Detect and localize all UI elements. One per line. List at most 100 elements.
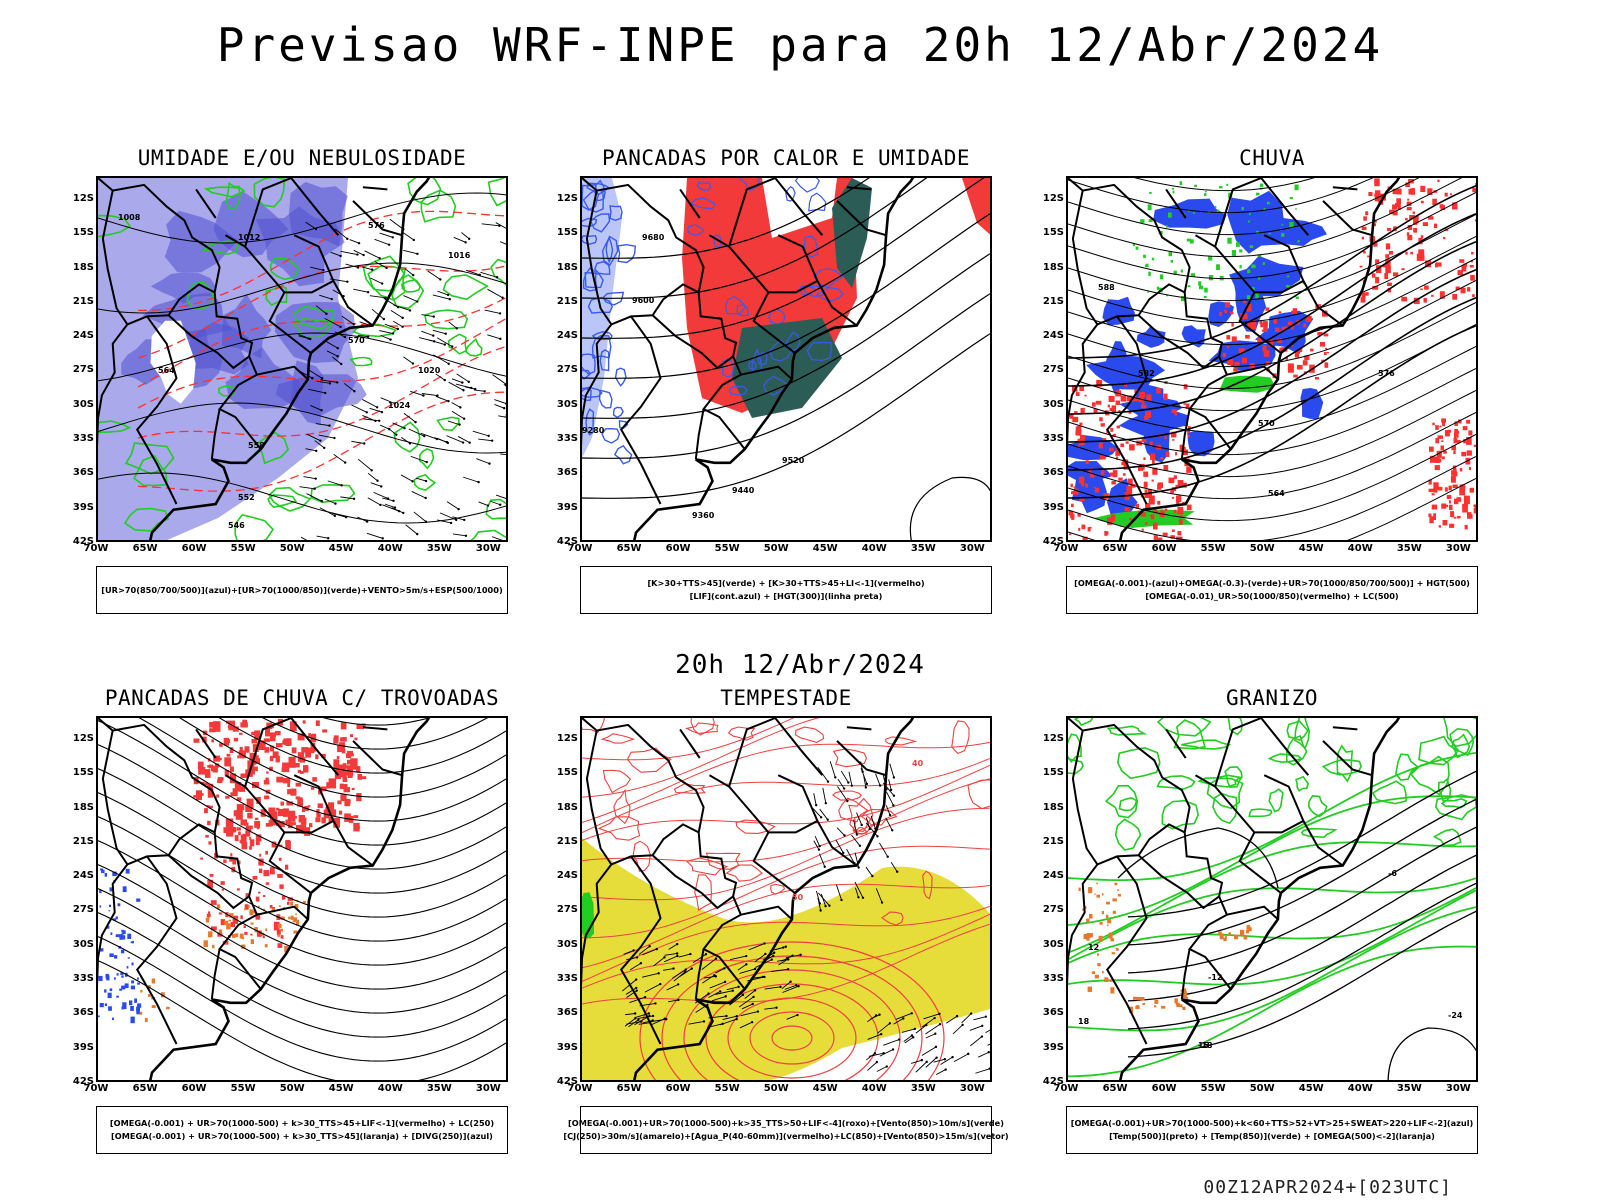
- lat-tick-label: 30S: [1042, 938, 1064, 950]
- mid-date: 20h 12/Abr/2024: [675, 650, 925, 680]
- panel-umidade-e-ou-nebulosidade-title: UMIDADE E/OU NEBULOSIDADE: [137, 146, 467, 170]
- contour-label: 576: [1378, 369, 1395, 378]
- lon-tick-label: 30W: [959, 1083, 985, 1094]
- lat-tick-label: 12S: [1042, 192, 1064, 204]
- lat-tick-label: 15S: [72, 767, 94, 779]
- lon-tick-label: 30W: [475, 543, 501, 554]
- lat-tick-label: 27S: [556, 904, 578, 916]
- lon-tick-label: 35W: [1396, 1083, 1422, 1094]
- lon-tick-label: 50W: [763, 543, 789, 554]
- lat-tick-label: 27S: [556, 364, 578, 376]
- hail-orange-dots: [1078, 882, 1121, 994]
- coastline-and-borders: [582, 178, 915, 540]
- lat-tick-label: 15S: [556, 767, 578, 779]
- lat-tick-label: 24S: [556, 330, 578, 342]
- lon-tick-label: 60W: [665, 543, 691, 554]
- legend-line: [UR>70(850/700/500)](azul)+[UR>70(1000/8…: [101, 584, 503, 595]
- lat-tick-label: 30S: [556, 938, 578, 950]
- lat-tick-label: 42S: [1042, 536, 1064, 547]
- lon-tick-label: 55W: [230, 1083, 256, 1094]
- temperature-labels: -6 -12 -18 -24 12 15 18: [1078, 869, 1463, 1050]
- lon-tick-label: 60W: [665, 1083, 691, 1094]
- contour-label: 12: [1088, 943, 1099, 952]
- lat-tick-label: 24S: [72, 330, 94, 342]
- contour-label: 564: [1268, 489, 1285, 498]
- lon-tick-label: 45W: [812, 1083, 838, 1094]
- lat-tick-label: 15S: [72, 227, 94, 239]
- legend-line: [OMEGA(-0.001)+UR>70(1000-500)+k<60+TTS>…: [1070, 1118, 1474, 1128]
- lat-tick-label: 12S: [72, 192, 94, 204]
- lat-tick-label: 12S: [556, 732, 578, 744]
- lat-tick-label: 39S: [72, 501, 94, 513]
- legend-line: [OMEGA(-0.001)-(azul)+OMEGA(-0.3)-(verde…: [1074, 578, 1470, 588]
- lat-tick-label: 42S: [556, 1076, 578, 1087]
- panel-pancadas-de-chuva-c-trovoadas-map-canvas: [98, 718, 506, 1080]
- lon-tick-label: 50W: [279, 1083, 305, 1094]
- lat-tick-label: 24S: [72, 870, 94, 882]
- lon-tick-label: 45W: [328, 1083, 354, 1094]
- lon-tick-label: 55W: [1200, 543, 1226, 554]
- contour-label: 9360: [692, 511, 715, 520]
- panel-pancadas-de-chuva-c-trovoadas-title: PANCADAS DE CHUVA C/ TROVOADAS: [104, 686, 500, 710]
- panel-chuva-legend: [OMEGA(-0.001)-(azul)+OMEGA(-0.3)-(verde…: [1066, 566, 1478, 614]
- lat-tick-label: 36S: [72, 1007, 94, 1019]
- panel-chuva-map: 588 582 576 570 564: [1066, 176, 1478, 542]
- lat-tick-label: 12S: [1042, 732, 1064, 744]
- lon-tick-label: 70W: [567, 543, 593, 554]
- lat-tick-label: 39S: [556, 501, 578, 513]
- coastline-and-borders: [1068, 718, 1401, 1080]
- hail-orange-dots-s: [1129, 988, 1189, 1013]
- contour-label: 9680: [642, 233, 665, 242]
- panel-pancadas-por-calor-e-umidade-map: 9680 9600 9520 9440 9360 9280: [580, 176, 992, 542]
- lat-tick-label: 18S: [1042, 261, 1064, 273]
- panel-pancadas-por-calor-e-umidade-legend: [K>30+TTS>45](verde) + [K>30+TTS>45+LI<-…: [580, 566, 992, 614]
- lat-tick-label: 36S: [556, 1007, 578, 1019]
- lon-tick-label: 70W: [1053, 1083, 1079, 1094]
- legend-line: [LIF](cont.azul) + [HGT(300)](linha pret…: [689, 591, 883, 601]
- lat-tick-label: 15S: [1042, 227, 1064, 239]
- lon-tick-label: 60W: [1151, 1083, 1177, 1094]
- lon-tick-label: 35W: [1396, 543, 1422, 554]
- lat-tick-label: 42S: [556, 536, 578, 547]
- legend-line: [OMEGA(-0.001) + UR>70(1000-500) + k>30_…: [111, 1131, 493, 1141]
- lat-tick-label: 21S: [556, 295, 578, 307]
- lat-tick-label: 18S: [72, 261, 94, 273]
- contour-label: 570: [348, 336, 365, 345]
- panel-granizo-legend: [OMEGA(-0.001)+UR>70(1000-500)+k<60+TTS>…: [1066, 1106, 1478, 1154]
- contour-label: 558: [248, 441, 265, 450]
- lat-tick-label: 39S: [72, 1041, 94, 1053]
- coastline-and-borders: [1068, 178, 1401, 540]
- divergence-blue-dots: [98, 868, 142, 1024]
- lon-tick-label: 50W: [763, 1083, 789, 1094]
- lat-tick-label: 30S: [1042, 398, 1064, 410]
- lat-tick-label: 24S: [1042, 870, 1064, 882]
- panel-chuva-title: CHUVA: [1239, 146, 1305, 170]
- lon-tick-label: 70W: [83, 1083, 109, 1094]
- panel-granizo-title: GRANIZO: [1225, 686, 1318, 710]
- contour-label: -12: [1208, 973, 1222, 982]
- lon-tick-label: 60W: [181, 1083, 207, 1094]
- legend-line: [CJ(250)>30m/s](amarelo)+[Agua_P(40-60mm…: [563, 1131, 1009, 1141]
- rain-green-dots: [1132, 181, 1305, 301]
- lat-tick-label: 30S: [556, 398, 578, 410]
- lat-tick-label: 42S: [1042, 1076, 1064, 1087]
- contour-label: 564: [158, 366, 175, 375]
- lat-tick-label: 33S: [72, 973, 94, 985]
- contour-label: 9440: [732, 486, 755, 495]
- lon-tick-label: 50W: [1249, 1083, 1275, 1094]
- lon-tick-label: 30W: [1445, 1083, 1471, 1094]
- lon-tick-label: 35W: [910, 1083, 936, 1094]
- panel-chuva-map-canvas: 588 582 576 570 564: [1068, 178, 1476, 540]
- hail-orange-dots-mid: [1218, 925, 1252, 942]
- panel-tempestade-map-canvas: 50 40: [582, 718, 990, 1080]
- panel-umidade-e-ou-nebulosidade-map-canvas: 1008 1012 1016 1020 1024 576 570 564 558 552 546: [98, 178, 506, 540]
- lat-tick-label: 30S: [72, 398, 94, 410]
- contour-label: 18: [1078, 1017, 1090, 1026]
- storm-red-dots: [193, 718, 367, 837]
- lat-tick-label: 18S: [556, 261, 578, 273]
- wind-vectors: [298, 218, 506, 540]
- lon-tick-label: 55W: [230, 543, 256, 554]
- lat-tick-label: 33S: [1042, 973, 1064, 985]
- lon-tick-label: 35W: [426, 1083, 452, 1094]
- lat-tick-label: 39S: [1042, 1041, 1064, 1053]
